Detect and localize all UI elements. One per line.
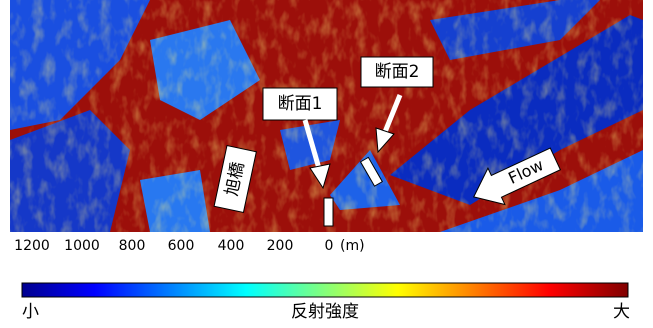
tick-label: 400 (218, 238, 245, 254)
tick-label: 1200 (14, 238, 50, 254)
colorbar-low: 小 (22, 302, 39, 322)
colorbar-high: 大 (613, 302, 630, 322)
tick-label: 800 (119, 238, 146, 254)
distance-axis: 1200 1000 800 600 400 200 0 (m) (14, 238, 364, 254)
label: 断面2 (375, 62, 420, 82)
figure: 断面1 断面2 旭橋 Flow 1200 1000 800 600 400 20… (0, 0, 653, 324)
tick-label: 0 (325, 238, 334, 254)
unit: (m) (340, 238, 365, 254)
tick-label: 1000 (64, 238, 100, 254)
colorbar: 小 反射強度 大 (22, 283, 630, 322)
label: 断面1 (278, 94, 323, 114)
tick-label: 200 (267, 238, 294, 254)
tick-label: 600 (168, 238, 195, 254)
colorbar-title: 反射強度 (291, 302, 359, 322)
